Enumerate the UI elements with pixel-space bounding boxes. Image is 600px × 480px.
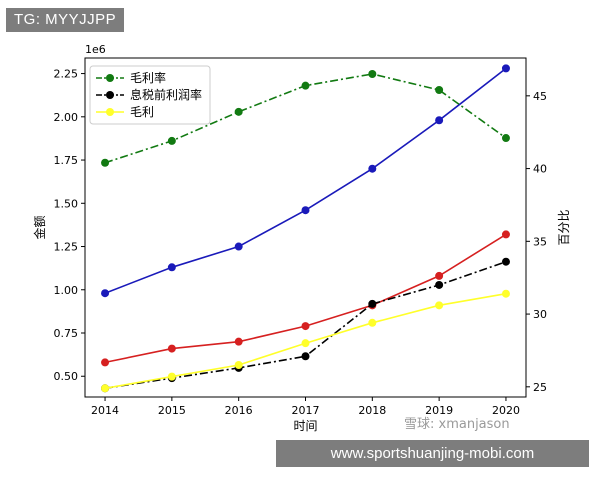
- legend-label: 息税前利润率: [130, 87, 202, 102]
- series-left-1-point: [167, 263, 176, 272]
- legend-box: [89, 65, 211, 125]
- series-left-2-point: [167, 344, 176, 353]
- series-right-2-point: [368, 299, 377, 308]
- x-tick-label: 2017: [292, 404, 320, 417]
- legend-swatch-marker: [106, 74, 114, 82]
- series-right-1-point: [368, 70, 377, 79]
- series-right-1-point: [301, 81, 310, 90]
- series-right-1-point: [234, 107, 243, 116]
- source-tag: TG: MYYJJPP: [6, 8, 125, 32]
- series-right-2-point: [501, 257, 510, 266]
- watermark: 雪球: xmanjason: [404, 417, 510, 432]
- footer-url: www.sportshuanjing-mobi.com: [276, 440, 589, 467]
- y-right-tick-label: 45: [533, 90, 547, 103]
- x-tick-label: 2016: [225, 404, 253, 417]
- x-tick-label: 2014: [91, 404, 119, 417]
- series-right-3-point: [234, 360, 243, 369]
- series-right-3-point: [101, 384, 110, 393]
- legend-swatch-marker: [106, 108, 114, 116]
- series-right-3-point: [435, 301, 444, 310]
- legend-swatch-marker: [106, 91, 114, 99]
- y-left-axis-label: 金额: [32, 215, 47, 239]
- series-right-1-point: [501, 134, 510, 143]
- x-tick-label: 2015: [158, 404, 186, 417]
- series-right-3-point: [167, 372, 176, 381]
- series-left-2-point: [301, 322, 310, 331]
- series-right-3-point: [301, 339, 310, 348]
- x-tick-label: 2020: [492, 404, 520, 417]
- series-right-1-point: [435, 86, 444, 95]
- y-right-axis-label: 百分比: [557, 209, 571, 245]
- y-left-tick-label: 1.00: [54, 284, 79, 297]
- series-right-3-point: [368, 318, 377, 327]
- series-left-1-point: [101, 289, 110, 298]
- series-left-2-point: [435, 271, 444, 280]
- y-right-tick-label: 35: [533, 235, 547, 248]
- legend-label: 毛利率: [130, 70, 166, 85]
- y-left-tick-label: 2.25: [54, 68, 79, 81]
- series-left-2-point: [501, 230, 510, 239]
- y-right-tick-label: 25: [533, 381, 547, 394]
- series-left-1-point: [301, 206, 310, 215]
- y-left-tick-label: 1.50: [54, 197, 79, 210]
- series-right-1-point: [167, 136, 176, 145]
- series-right-3-point: [501, 289, 510, 298]
- y-left-tick-label: 1.75: [54, 154, 79, 167]
- series-left-2-point: [234, 337, 243, 346]
- series-right-2-point: [435, 280, 444, 289]
- y-left-tick-label: 0.75: [54, 327, 79, 340]
- y-left-tick-label: 2.00: [54, 111, 79, 124]
- series-right-2-point: [301, 352, 310, 361]
- series-left-1-point: [368, 164, 377, 173]
- series-left-1-point: [435, 116, 444, 125]
- y-right-tick-label: 40: [533, 163, 547, 176]
- y-right-tick-label: 30: [533, 308, 547, 321]
- legend-label: 毛利: [130, 105, 154, 119]
- x-axis-label: 时间: [293, 419, 317, 433]
- y-left-tick-label: 0.50: [54, 370, 79, 383]
- series-left-1-point: [234, 242, 243, 251]
- y-left-tick-label: 1.25: [54, 241, 79, 254]
- y-left-offset-label: 1e6: [85, 43, 106, 56]
- series-left-2-point: [101, 358, 110, 367]
- series-right-1-point: [101, 158, 110, 167]
- series-left-1-point: [501, 64, 510, 73]
- x-tick-label: 2019: [425, 404, 453, 417]
- x-tick-label: 2018: [358, 404, 386, 417]
